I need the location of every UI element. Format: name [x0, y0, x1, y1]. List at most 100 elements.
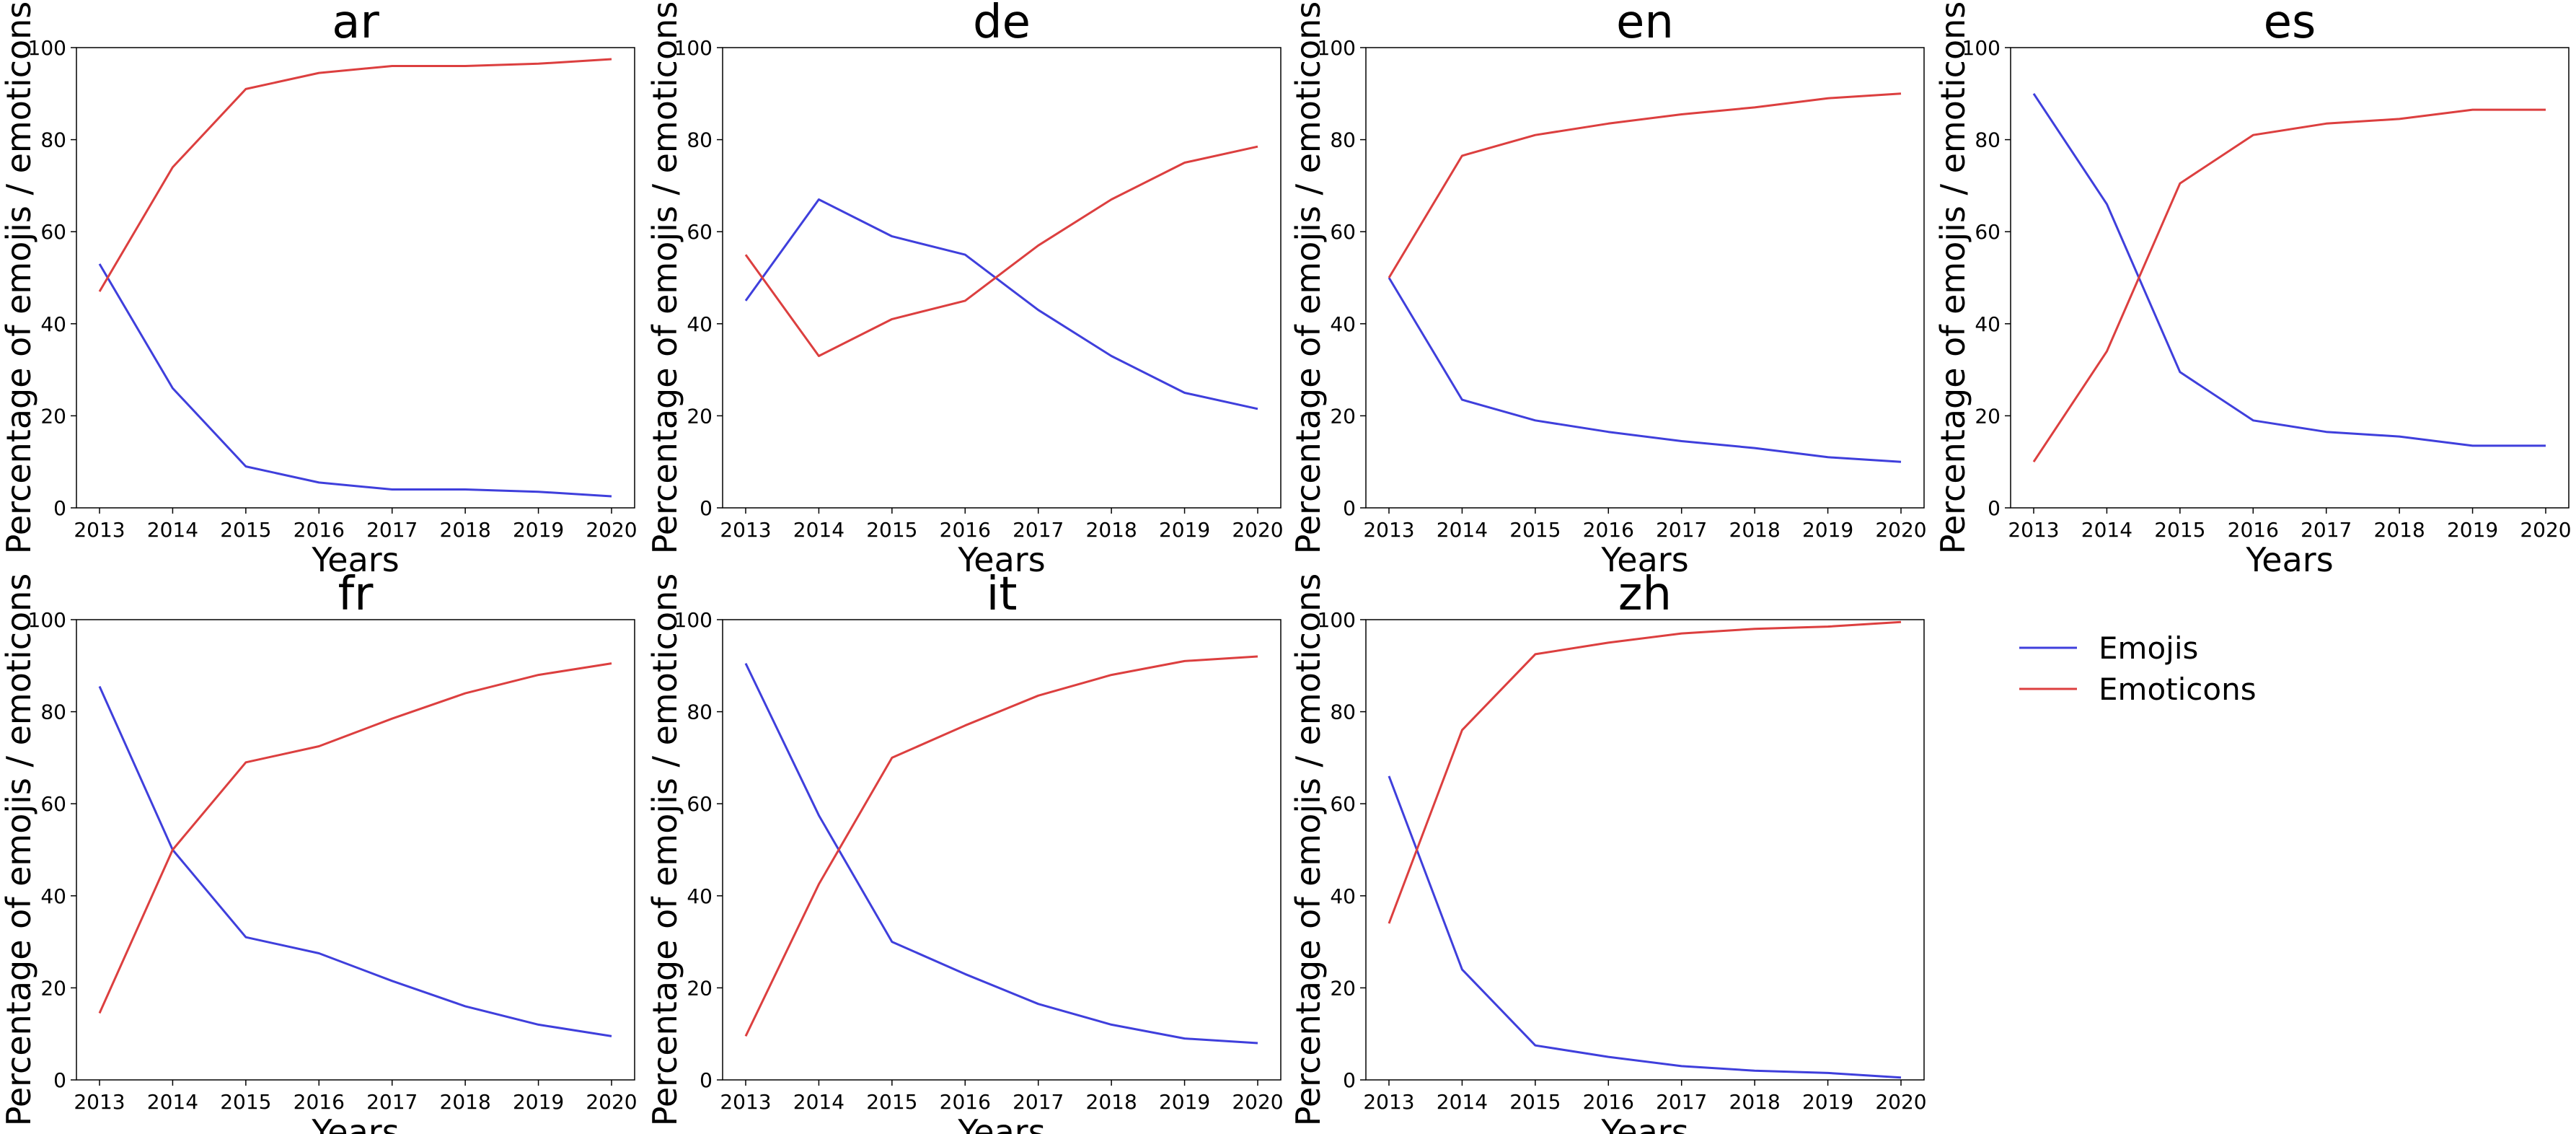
- panel-title: ar: [332, 0, 379, 49]
- x-axis-label: Years: [2245, 540, 2333, 579]
- x-tick-label: 2013: [1363, 518, 1414, 542]
- x-axis-label: Years: [311, 1112, 399, 1134]
- x-tick-label: 2018: [1086, 1090, 1137, 1114]
- x-tick-label: 2019: [1802, 518, 1853, 542]
- panel-title: it: [987, 568, 1018, 621]
- legend-label-emojis: Emojis: [2099, 630, 2198, 666]
- x-tick-label: 2015: [220, 518, 271, 542]
- y-tick-label: 60: [1330, 792, 1356, 816]
- panel-de: de 0 20 40 60 80 100 2013 2014 2015 2016 2017 2018 20…: [645, 0, 1284, 579]
- x-tick-label: 2018: [1729, 518, 1781, 542]
- x-tick-label: 2016: [940, 1090, 991, 1114]
- x-tick-label: 2015: [1509, 518, 1561, 542]
- legend-label-emoticons: Emoticons: [2099, 672, 2257, 707]
- panel-title: en: [1616, 0, 1674, 49]
- y-tick-label: 20: [40, 404, 66, 428]
- y-tick-label: 40: [1330, 312, 1356, 336]
- x-tick-label: 2015: [220, 1090, 271, 1114]
- y-tick-label: 0: [53, 1068, 66, 1092]
- series-line-emoticons: [2032, 108, 2546, 463]
- x-tick-label: 2020: [2520, 518, 2571, 542]
- panel-zh: zh 0 20 40 60 80 100 2013 2014 2015 2016 2017 2018 20…: [1289, 568, 1927, 1134]
- y-tick-label: 0: [53, 496, 66, 520]
- y-tick-label: 20: [687, 404, 713, 428]
- x-tick-label: 2019: [1159, 1090, 1210, 1114]
- x-tick-label: 2018: [2374, 518, 2425, 542]
- y-tick-label: 100: [28, 608, 66, 632]
- x-axis-label: Years: [957, 1112, 1045, 1134]
- x-tick-label: 2016: [294, 518, 345, 542]
- x-tick-label: 2013: [720, 518, 771, 542]
- x-axis-label: Years: [1600, 1112, 1688, 1134]
- panel-title: de: [973, 0, 1031, 49]
- plot-frame: [1365, 619, 1925, 1081]
- series-line-emoticons: [98, 58, 612, 292]
- x-tick-label: 2017: [366, 518, 418, 542]
- x-tick-label: 2016: [1583, 1090, 1634, 1114]
- y-tick-label: 100: [28, 36, 66, 60]
- plot-frame: [76, 47, 635, 509]
- y-tick-label: 80: [40, 700, 66, 724]
- series-line-emojis: [1388, 277, 1902, 463]
- y-tick-label: 100: [1962, 36, 2001, 60]
- plot-frame: [1365, 47, 1925, 509]
- x-tick-label: 2017: [1013, 1090, 1064, 1114]
- series-line-emoticons: [744, 655, 1258, 1037]
- series-line-emoticons: [1388, 92, 1902, 278]
- y-tick-label: 60: [1975, 220, 2001, 244]
- x-tick-label: 2014: [793, 1090, 844, 1114]
- plot-frame: [2010, 47, 2570, 509]
- x-axis-label: Years: [311, 540, 399, 579]
- x-tick-label: 2016: [2228, 518, 2279, 542]
- x-tick-label: 2020: [1232, 1090, 1283, 1114]
- series-line-emojis: [744, 198, 1258, 410]
- x-tick-label: 2018: [440, 1090, 491, 1114]
- plot-frame: [722, 619, 1282, 1081]
- y-tick-label: 100: [674, 608, 713, 632]
- y-tick-label: 60: [687, 220, 713, 244]
- series-line-emoticons: [98, 662, 612, 1014]
- series-line-emojis: [98, 263, 612, 498]
- y-axis-label: Percentage of emojis / emoticons: [1289, 573, 1328, 1127]
- panel-title: es: [2264, 0, 2316, 49]
- y-tick-label: 60: [687, 792, 713, 816]
- y-tick-label: 80: [687, 700, 713, 724]
- x-tick-label: 2013: [720, 1090, 771, 1114]
- y-tick-label: 0: [1343, 1068, 1356, 1092]
- panel-title: zh: [1618, 568, 1672, 621]
- panel-title: fr: [338, 568, 374, 621]
- x-tick-label: 2014: [147, 518, 198, 542]
- x-tick-label: 2014: [793, 518, 844, 542]
- y-tick-label: 60: [1330, 220, 1356, 244]
- y-tick-label: 40: [40, 884, 66, 908]
- y-tick-label: 0: [700, 496, 713, 520]
- x-tick-label: 2014: [2081, 518, 2132, 542]
- y-tick-label: 20: [1330, 976, 1356, 1000]
- x-tick-label: 2015: [866, 1090, 917, 1114]
- legend: Emojis Emoticons: [2019, 630, 2257, 707]
- x-tick-label: 2019: [513, 518, 564, 542]
- x-tick-label: 2015: [1509, 1090, 1561, 1114]
- panel-it: it 0 20 40 60 80 100 2013 2014 2015 2016 2017 2018 20…: [645, 568, 1284, 1134]
- y-tick-label: 0: [1988, 496, 2001, 520]
- x-tick-label: 2019: [1802, 1090, 1853, 1114]
- x-tick-label: 2014: [1437, 518, 1488, 542]
- y-tick-label: 60: [40, 220, 66, 244]
- x-tick-label: 2013: [1363, 1090, 1414, 1114]
- y-tick-label: 0: [700, 1068, 713, 1092]
- y-axis-label: Percentage of emojis / emoticons: [645, 573, 684, 1127]
- x-tick-label: 2013: [74, 1090, 125, 1114]
- x-tick-label: 2013: [2008, 518, 2059, 542]
- panel-es: es 0 20 40 60 80 100 2013 2014 2015 2016 2017 2018 20…: [1933, 0, 2572, 579]
- x-tick-label: 2019: [2447, 518, 2498, 542]
- plot-frame: [76, 619, 635, 1081]
- x-tick-label: 2016: [294, 1090, 345, 1114]
- y-tick-label: 100: [1318, 36, 1356, 60]
- y-tick-label: 60: [40, 792, 66, 816]
- series-line-emojis: [98, 685, 612, 1037]
- y-tick-label: 80: [1975, 128, 2001, 152]
- x-axis-label: Years: [957, 540, 1045, 579]
- y-tick-label: 80: [40, 128, 66, 152]
- x-tick-label: 2020: [586, 1090, 637, 1114]
- series-line-emoticons: [744, 145, 1258, 357]
